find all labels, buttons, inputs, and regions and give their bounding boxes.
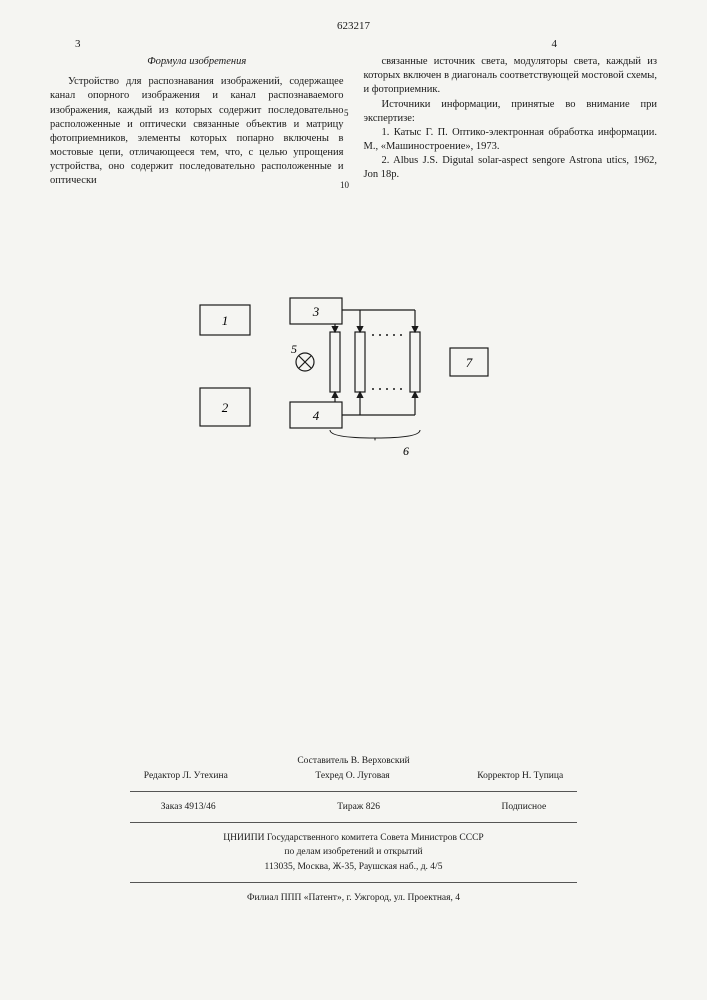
right-column: связанные источник света, модуляторы све… <box>364 55 658 189</box>
diagram-label-1: 1 <box>222 313 229 328</box>
diagram-label-6: 6 <box>403 444 409 458</box>
dots-bottom <box>372 388 402 390</box>
modulator-3 <box>410 332 420 392</box>
diagram-label-3: 3 <box>312 304 320 319</box>
line-number-5: 5 <box>344 108 349 118</box>
footer: Составитель В. Верховский Редактор Л. Ут… <box>0 754 707 905</box>
footer-org1: ЦНИИПИ Государственного комитета Совета … <box>0 831 707 845</box>
footer-org2: по делам изобретений и открытий <box>0 845 707 859</box>
diagram-label-7: 7 <box>466 355 473 370</box>
footer-techred: Техред О. Луговая <box>315 769 389 783</box>
modulator-1 <box>330 332 340 392</box>
brace-6 <box>330 430 420 440</box>
page-number-right: 4 <box>552 38 558 50</box>
page-number-left: 3 <box>75 38 81 50</box>
footer-tirazh: Тираж 826 <box>337 800 380 814</box>
block-diagram: 1 2 3 4 5 <box>195 280 505 490</box>
document-number: 623217 <box>337 20 370 32</box>
right-text-1: связанные источник света, модуляторы све… <box>364 55 658 98</box>
footer-subscription: Подписное <box>502 800 547 814</box>
footer-addr2: Филиал ППП «Патент», г. Ужгород, ул. Про… <box>0 891 707 905</box>
footer-addr1: 113035, Москва, Ж-35, Раушская наб., д. … <box>0 860 707 874</box>
source-2: 2. Albus J.S. Digutal solar-aspect sengo… <box>364 154 658 182</box>
diagram-label-4: 4 <box>313 408 320 423</box>
source-1: 1. Катыс Г. П. Оптико-электронная обрабо… <box>364 126 658 154</box>
diagram-label-5: 5 <box>291 342 297 356</box>
diagram-label-2: 2 <box>222 400 229 415</box>
footer-compiler: Составитель В. Верховский <box>0 754 707 768</box>
formula-title: Формула изобретения <box>50 55 344 69</box>
modulator-2 <box>355 332 365 392</box>
sources-title: Источники информации, принятые во вниман… <box>364 98 658 126</box>
line-number-10: 10 <box>340 180 349 190</box>
footer-editor: Редактор Л. Утехина <box>144 769 228 783</box>
footer-order: Заказ 4913/46 <box>161 800 216 814</box>
left-column-text: Устройство для распознавания изображений… <box>50 75 344 188</box>
footer-corrector: Корректор Н. Тупица <box>477 769 563 783</box>
dots-top <box>372 334 402 336</box>
left-column: Формула изобретения Устройство для распо… <box>50 55 344 189</box>
